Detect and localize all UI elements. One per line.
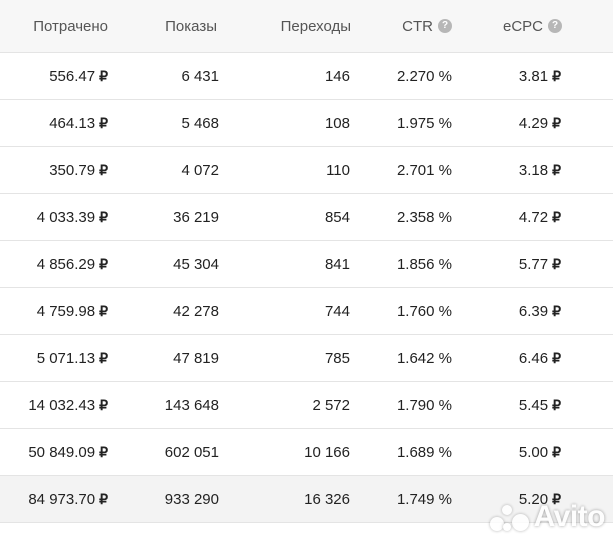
impressions-cell: 602 051 xyxy=(164,443,219,461)
avito-logo-icon xyxy=(488,502,532,532)
impressions-cell: 143 648 xyxy=(164,396,219,414)
impressions-cell: 4 072 xyxy=(181,161,219,179)
table-row: 464.13 ₽ 5 468 108 1.975 % 4.29 ₽ xyxy=(0,100,613,147)
clicks-cell: 110 xyxy=(326,161,350,179)
impressions-cell: 36 219 xyxy=(173,208,219,226)
impressions-cell: 47 819 xyxy=(173,349,219,367)
table-body: 556.47 ₽ 6 431 146 2.270 % 3.81 ₽ 464.13 ₽ 5 468 1… xyxy=(0,53,613,476)
ecpc-cell: 3.81 ₽ xyxy=(518,67,561,85)
ecpc-cell: 6.39 ₽ xyxy=(518,302,561,320)
spent-cell: 14 032.43 ₽ xyxy=(28,396,108,414)
clicks-cell: 146 xyxy=(324,67,350,85)
column-header-ecpc[interactable]: eCPC ? xyxy=(503,0,562,52)
ctr-cell: 1.856 % xyxy=(396,255,452,273)
clicks-cell: 108 xyxy=(324,114,350,132)
clicks-cell: 10 166 xyxy=(304,443,350,461)
ctr-cell: 1.760 % xyxy=(396,302,452,320)
ecpc-cell: 6.46 ₽ xyxy=(518,349,561,367)
avito-watermark: Avito xyxy=(488,500,606,534)
ecpc-cell: 4.29 ₽ xyxy=(518,114,561,132)
impressions-cell: 5 468 xyxy=(181,114,219,132)
impressions-cell: 6 431 xyxy=(181,67,219,85)
table-row: 5 071.13 ₽ 47 819 785 1.642 % 6.46 ₽ xyxy=(0,335,613,382)
total-ecpc-cell: 5.20 ₽ xyxy=(518,490,561,508)
column-header-impressions[interactable]: Показы xyxy=(165,17,217,35)
table-row: 556.47 ₽ 6 431 146 2.270 % 3.81 ₽ xyxy=(0,53,613,100)
total-clicks-cell: 16 326 xyxy=(304,490,350,508)
spent-cell: 4 033.39 ₽ xyxy=(36,208,108,226)
clicks-cell: 2 572 xyxy=(312,396,350,414)
column-header-clicks[interactable]: Переходы xyxy=(280,17,351,35)
ctr-cell: 2.358 % xyxy=(396,208,452,226)
table-row: 4 033.39 ₽ 36 219 854 2.358 % 4.72 ₽ xyxy=(0,194,613,241)
column-header-spent[interactable]: Потрачено xyxy=(33,17,108,35)
avito-watermark-text: Avito xyxy=(533,500,606,533)
ctr-cell: 2.270 % xyxy=(396,67,452,85)
spent-cell: 4 759.98 ₽ xyxy=(36,302,108,320)
total-impressions-cell: 933 290 xyxy=(164,490,219,508)
table-total-row: 84 973.70 ₽ 933 290 16 326 1.749 % 5.20 ₽ xyxy=(0,476,613,523)
ctr-cell: 1.642 % xyxy=(396,349,452,367)
ctr-cell: 1.790 % xyxy=(396,396,452,414)
table-row: 50 849.09 ₽ 602 051 10 166 1.689 % 5.00 ₽ xyxy=(0,429,613,476)
spent-cell: 464.13 ₽ xyxy=(49,114,108,132)
impressions-cell: 45 304 xyxy=(173,255,219,273)
spent-cell: 5 071.13 ₽ xyxy=(36,349,108,367)
total-spent-cell: 84 973.70 ₽ xyxy=(28,490,108,508)
ecpc-cell: 4.72 ₽ xyxy=(518,208,561,226)
ctr-cell: 1.975 % xyxy=(396,114,452,132)
ecpc-cell: 3.18 ₽ xyxy=(518,161,561,179)
spent-cell: 4 856.29 ₽ xyxy=(36,255,108,273)
table-row: 14 032.43 ₽ 143 648 2 572 1.790 % 5.45 ₽ xyxy=(0,382,613,429)
clicks-cell: 785 xyxy=(324,349,350,367)
clicks-cell: 854 xyxy=(324,208,350,226)
spent-cell: 556.47 ₽ xyxy=(49,67,108,85)
clicks-cell: 841 xyxy=(324,255,350,273)
spent-cell: 50 849.09 ₽ xyxy=(28,443,108,461)
spent-cell: 350.79 ₽ xyxy=(49,161,108,179)
ecpc-cell: 5.45 ₽ xyxy=(518,396,561,414)
column-header-ctr[interactable]: CTR ? xyxy=(402,0,452,52)
table-row: 4 856.29 ₽ 45 304 841 1.856 % 5.77 ₽ xyxy=(0,241,613,288)
ctr-cell: 2.701 % xyxy=(396,161,452,179)
table-row: 350.79 ₽ 4 072 110 2.701 % 3.18 ₽ xyxy=(0,147,613,194)
stats-table: Потрачено Показы Переходы CTR ? eCPC ? 5… xyxy=(0,0,613,523)
table-row: 4 759.98 ₽ 42 278 744 1.760 % 6.39 ₽ xyxy=(0,288,613,335)
total-ctr-cell: 1.749 % xyxy=(396,490,452,508)
impressions-cell: 42 278 xyxy=(173,302,219,320)
table-header: Потрачено Показы Переходы CTR ? eCPC ? xyxy=(0,0,613,53)
ecpc-help-icon[interactable]: ? xyxy=(548,19,562,33)
clicks-cell: 744 xyxy=(324,302,350,320)
ecpc-cell: 5.00 ₽ xyxy=(518,443,561,461)
ecpc-cell: 5.77 ₽ xyxy=(518,255,561,273)
ctr-help-icon[interactable]: ? xyxy=(438,19,452,33)
ctr-cell: 1.689 % xyxy=(396,443,452,461)
